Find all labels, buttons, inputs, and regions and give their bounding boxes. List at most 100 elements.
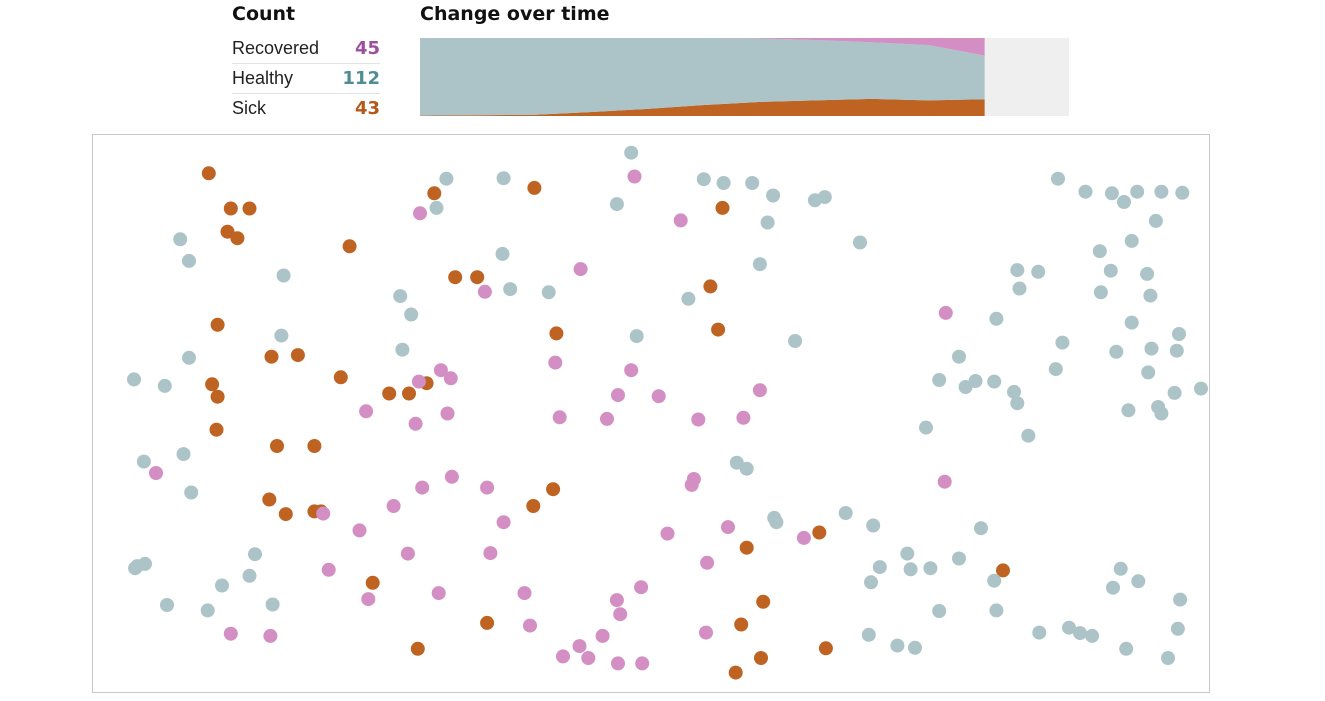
dot-recovered	[635, 656, 650, 671]
dot-healthy	[404, 307, 419, 322]
dot-healthy	[184, 485, 199, 500]
dot-healthy	[958, 380, 973, 394]
dot-sick	[278, 507, 293, 522]
dot-recovered	[480, 480, 495, 495]
dot-sick	[728, 665, 743, 680]
dot-recovered	[263, 628, 278, 643]
dot-sick	[210, 317, 225, 332]
dot-healthy	[952, 551, 966, 566]
dot-healthy	[1093, 285, 1108, 300]
dot-healthy	[1124, 233, 1139, 248]
dot-recovered	[440, 406, 455, 421]
dot-recovered	[411, 374, 426, 389]
dot-recovered	[736, 410, 751, 425]
dot-healthy	[274, 328, 289, 343]
dot-healthy	[503, 282, 518, 297]
dot-healthy	[866, 518, 881, 533]
simulation-area	[92, 134, 1210, 693]
dot-recovered	[408, 416, 423, 431]
dot-sick	[201, 166, 216, 181]
dot-healthy	[182, 253, 196, 268]
dot-healthy	[900, 546, 915, 561]
dot-healthy	[696, 172, 711, 187]
count-row-healthy: Healthy 112	[232, 64, 380, 94]
dot-recovered	[721, 520, 735, 535]
dot-recovered	[431, 586, 446, 601]
dot-healthy	[1175, 185, 1190, 200]
count-label-healthy: Healthy	[232, 68, 294, 88]
dot-healthy	[908, 640, 922, 655]
dot-healthy	[1172, 327, 1186, 341]
dot-healthy	[1010, 396, 1025, 411]
dot-sick	[549, 326, 564, 341]
dot-sick	[382, 386, 397, 401]
dot-healthy	[248, 547, 262, 562]
dot-healthy	[872, 560, 887, 575]
dot-healthy	[1032, 625, 1047, 640]
dot-healthy	[890, 638, 905, 653]
dot-healthy	[1143, 288, 1158, 303]
dot-healthy	[1140, 266, 1155, 281]
dot-healthy	[1121, 403, 1136, 418]
dot-healthy	[393, 289, 408, 304]
dot-recovered	[752, 383, 767, 398]
dot-sick	[754, 651, 768, 665]
dot-sick	[290, 348, 305, 363]
dot-healthy	[987, 374, 1002, 389]
dot-healthy	[1007, 384, 1021, 399]
dot-recovered	[352, 523, 367, 538]
dot-healthy	[1031, 264, 1046, 279]
dot-sick	[264, 349, 279, 364]
dot-sick	[703, 279, 718, 294]
count-title: Count	[232, 3, 296, 25]
dot-sick	[223, 201, 238, 216]
dot-healthy	[429, 200, 444, 215]
dot-healthy	[395, 342, 410, 357]
dot-recovered	[634, 580, 649, 595]
dot-healthy	[276, 268, 291, 283]
dot-healthy	[989, 603, 1004, 618]
dot-healthy	[182, 350, 196, 365]
dot-recovered	[415, 480, 430, 495]
dot-sick	[526, 499, 541, 513]
dot-recovered	[611, 388, 625, 403]
dot-healthy	[173, 232, 188, 247]
dot-recovered	[483, 546, 498, 561]
dot-sick	[270, 439, 284, 453]
dot-recovered	[937, 474, 952, 489]
dot-healthy	[1141, 365, 1156, 380]
count-value-sick: 43	[354, 98, 380, 119]
dot-healthy	[716, 176, 731, 190]
dot-healthy	[861, 627, 876, 642]
dot-healthy	[200, 603, 215, 618]
dot-healthy	[1167, 385, 1182, 400]
dot-healthy	[817, 190, 832, 205]
count-rows: Recovered 45 Healthy 112 Sick 43	[232, 34, 380, 123]
dot-sick	[262, 492, 277, 507]
dot-sick	[210, 389, 225, 404]
dot-healthy	[989, 311, 1004, 326]
dot-healthy	[752, 257, 767, 272]
count-row-sick: Sick 43	[232, 94, 380, 123]
dot-recovered	[321, 562, 336, 577]
dot-sick	[546, 482, 561, 497]
dot-healthy	[903, 562, 918, 577]
dot-healthy	[1119, 641, 1134, 656]
dot-healthy	[1124, 315, 1139, 330]
dot-healthy	[1021, 428, 1036, 443]
dot-recovered	[581, 651, 596, 665]
dot-sick	[220, 224, 235, 239]
dot-healthy	[923, 561, 938, 576]
dot-recovered	[624, 363, 639, 378]
dot-healthy	[1154, 184, 1169, 199]
dot-recovered	[361, 592, 376, 607]
dot-recovered	[609, 593, 624, 608]
dot-healthy	[541, 285, 556, 300]
area-series-recovered	[420, 38, 985, 56]
dot-recovered	[613, 607, 628, 622]
dot-recovered	[600, 411, 614, 426]
dot-healthy	[1117, 195, 1131, 209]
count-label-sick: Sick	[232, 98, 267, 118]
dot-sick	[818, 641, 833, 656]
dot-recovered	[517, 586, 532, 601]
